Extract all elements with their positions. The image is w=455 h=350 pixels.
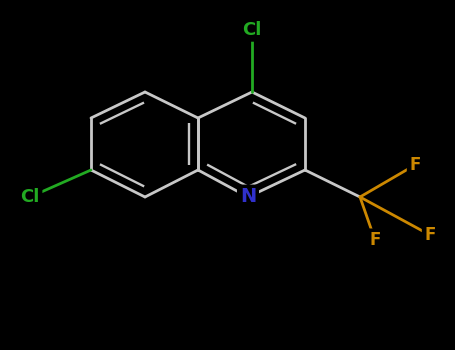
Text: Cl: Cl <box>20 188 40 206</box>
Text: F: F <box>369 231 381 249</box>
Text: Cl: Cl <box>243 21 262 39</box>
Text: N: N <box>240 188 256 206</box>
Text: F: F <box>410 156 421 174</box>
Text: F: F <box>425 226 436 244</box>
